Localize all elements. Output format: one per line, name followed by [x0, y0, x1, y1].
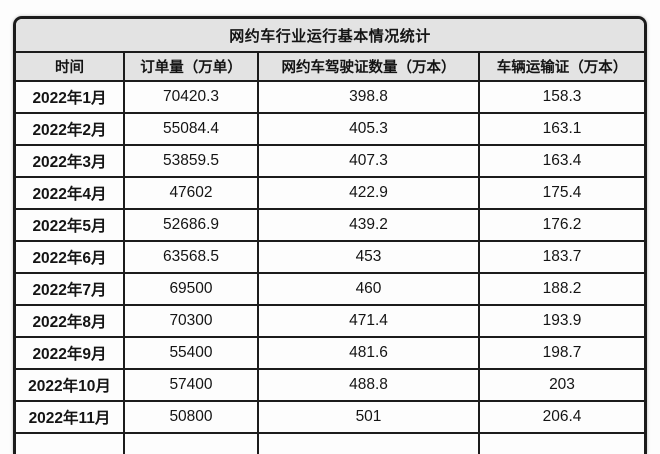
row-value-cell: 203 [478, 370, 644, 400]
column-header-time: 时间 [55, 60, 84, 76]
column-header-driver-licenses: 网约车驾驶证数量（万本） [257, 53, 478, 80]
row-value-cell: 188.2 [478, 274, 644, 304]
table-row: 2022年2月 55084.4 405.3 163.1 [16, 114, 644, 146]
row-value-cell: 398.8 [257, 82, 478, 112]
row-value-cell: 70420.3 [123, 82, 257, 112]
row-month-cell: 2022年11月 [28, 410, 111, 427]
row-month-cell: 2022年9月 [32, 346, 107, 363]
row-value-cell: 193.9 [478, 306, 644, 336]
row-value-cell: 163.4 [478, 146, 644, 176]
table-row: 2022年3月 53859.5 407.3 163.4 [16, 146, 644, 178]
table-row: 2022年5月 52686.9 439.2 176.2 [16, 210, 644, 242]
row-month-cell: 2022年1月 [32, 90, 107, 107]
row-value-cell: 52686.9 [123, 210, 257, 240]
row-value-cell: 460 [257, 274, 478, 304]
column-header-vehicle-permits: 车辆运输证（万本） [478, 53, 644, 80]
table-header-row: 时间 订单量（万单） 网约车驾驶证数量（万本） 车辆运输证（万本） [16, 53, 644, 82]
column-header-orders: 订单量（万单） [123, 53, 257, 80]
stats-table: 网约车行业运行基本情况统计 时间 订单量（万单） 网约车驾驶证数量（万本） 车辆… [13, 16, 647, 454]
row-value-cell: 488.8 [257, 370, 478, 400]
row-value-cell: 158.3 [478, 82, 644, 112]
row-month-cell: 2022年8月 [32, 314, 107, 331]
row-month-cell: 2022年4月 [32, 186, 107, 203]
row-value-cell: 57400 [123, 370, 257, 400]
table-row: 2022年1月 70420.3 398.8 158.3 [16, 82, 644, 114]
table-body: 2022年1月 70420.3 398.8 158.3 2022年2月 55084.4 40… [16, 82, 644, 434]
row-value-cell: 407.3 [257, 146, 478, 176]
row-value-cell: 471.4 [257, 306, 478, 336]
row-value-cell: 453 [257, 242, 478, 272]
row-value-cell: 176.2 [478, 210, 644, 240]
row-value-cell: 175.4 [478, 178, 644, 208]
row-value-cell: 439.2 [257, 210, 478, 240]
row-month-cell: 2022年6月 [32, 250, 107, 267]
row-value-cell: 206.4 [478, 402, 644, 432]
row-value-cell: 481.6 [257, 338, 478, 368]
table-row: 2022年9月 55400 481.6 198.7 [16, 338, 644, 370]
row-value-cell: 55084.4 [123, 114, 257, 144]
row-value-cell: 47602 [123, 178, 257, 208]
table-title: 网约车行业运行基本情况统计 [16, 19, 644, 53]
row-value-cell: 183.7 [478, 242, 644, 272]
table-row: 2022年8月 70300 471.4 193.9 [16, 306, 644, 338]
table-row: 2022年10月 57400 488.8 203 [16, 370, 644, 402]
page: { "chart_data": { "type": "table", "titl… [13, 16, 647, 454]
table-row: 2022年11月 50800 501 206.4 [16, 402, 644, 434]
row-month-cell: 2022年2月 [32, 122, 107, 139]
row-value-cell: 405.3 [257, 114, 478, 144]
row-value-cell: 50800 [123, 402, 257, 432]
row-value-cell: 53859.5 [123, 146, 257, 176]
row-value-cell: 422.9 [257, 178, 478, 208]
row-month-cell: 2022年5月 [32, 218, 107, 235]
table-row: 2022年4月 47602 422.9 175.4 [16, 178, 644, 210]
row-value-cell: 198.7 [478, 338, 644, 368]
row-value-cell: 163.1 [478, 114, 644, 144]
table-cutoff-row [16, 434, 644, 454]
row-value-cell: 501 [257, 402, 478, 432]
row-value-cell: 70300 [123, 306, 257, 336]
row-month-cell: 2022年7月 [32, 282, 107, 299]
table-row: 2022年7月 69500 460 188.2 [16, 274, 644, 306]
table-row: 2022年6月 63568.5 453 183.7 [16, 242, 644, 274]
row-month-cell: 2022年3月 [32, 154, 107, 171]
row-month-cell: 2022年10月 [28, 378, 111, 395]
row-value-cell: 55400 [123, 338, 257, 368]
row-value-cell: 63568.5 [123, 242, 257, 272]
row-value-cell: 69500 [123, 274, 257, 304]
